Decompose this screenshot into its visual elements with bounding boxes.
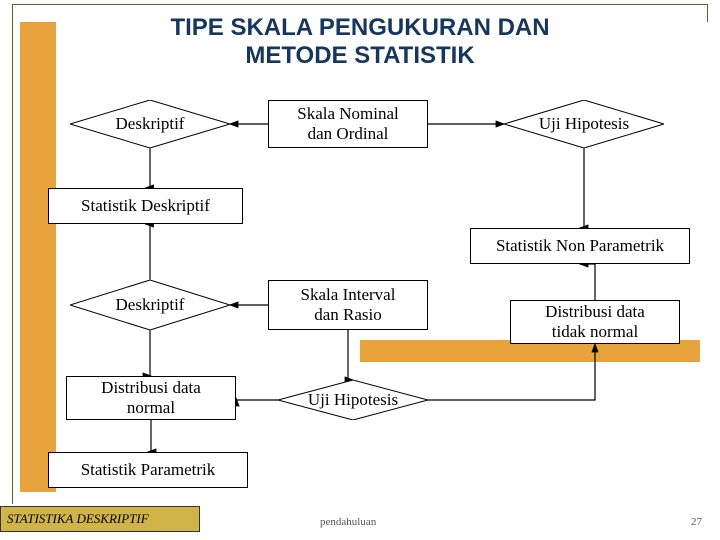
flowchart-diamond-label: Uji Hipotesis	[504, 100, 664, 148]
footer-mid-label: pendahuluan	[320, 516, 376, 528]
slide-border-left	[12, 4, 13, 504]
flowchart-box-stpar: Statistik Parametrik	[48, 452, 248, 488]
flowchart-box-distok: Distribusi datanormal	[66, 376, 236, 420]
orange-decoration-column	[20, 22, 56, 492]
flowchart-box-skala1: Skala Nominaldan Ordinal	[268, 100, 428, 148]
slide-title-line1: TIPE SKALA PENGUKURAN DAN	[0, 14, 720, 42]
flowchart-box-label: Skala Nominaldan Ordinal	[297, 104, 399, 143]
flowchart-diamond-desk1: Deskriptif	[70, 100, 230, 148]
flowchart-diamond-label: Uji Hipotesis	[278, 380, 428, 420]
footer-page-number: 27	[691, 516, 702, 528]
flowchart-diamond-label: Deskriptif	[70, 100, 230, 148]
flowchart-edge	[148, 420, 151, 452]
flowchart-box-label: Skala Intervaldan Rasio	[301, 285, 396, 324]
flowchart-edge	[236, 398, 278, 400]
flowchart-box-stdesk: Statistik Deskriptif	[48, 188, 243, 224]
flowchart-edge	[146, 148, 151, 188]
flowchart-diamond-label: Deskriptif	[70, 280, 230, 330]
flowchart-diamond-uji1: Uji Hipotesis	[504, 100, 664, 148]
flowchart-edge	[580, 264, 595, 300]
flowchart-box-label: Distribusi datanormal	[101, 378, 201, 417]
flowchart-box-distno: Distribusi datatidak normal	[510, 300, 680, 344]
flowchart-box-label: Statistik Deskriptif	[81, 196, 210, 216]
footer-left-tag: STATISTIKA DESKRIPTIF	[0, 506, 200, 532]
flowchart-edge	[146, 224, 151, 280]
slide-title-line2: METODE STATISTIK	[0, 42, 720, 70]
flowchart-box-label: Statistik Non Parametrik	[496, 236, 664, 256]
flowchart-edge	[348, 330, 353, 380]
flowchart-edge	[150, 330, 151, 376]
flowchart-box-label: Statistik Parametrik	[81, 460, 216, 480]
flowchart-box-skala2: Skala Intervaldan Rasio	[268, 280, 428, 330]
flowchart-box-label: Distribusi datatidak normal	[545, 302, 645, 341]
flowchart-box-stnon: Statistik Non Parametrik	[470, 228, 690, 264]
footer-left-label: STATISTIKA DESKRIPTIF	[7, 511, 149, 527]
flowchart-diamond-desk2: Deskriptif	[70, 280, 230, 330]
flowchart-edge	[580, 148, 584, 228]
flowchart-diamond-uji2: Uji Hipotesis	[278, 380, 428, 420]
